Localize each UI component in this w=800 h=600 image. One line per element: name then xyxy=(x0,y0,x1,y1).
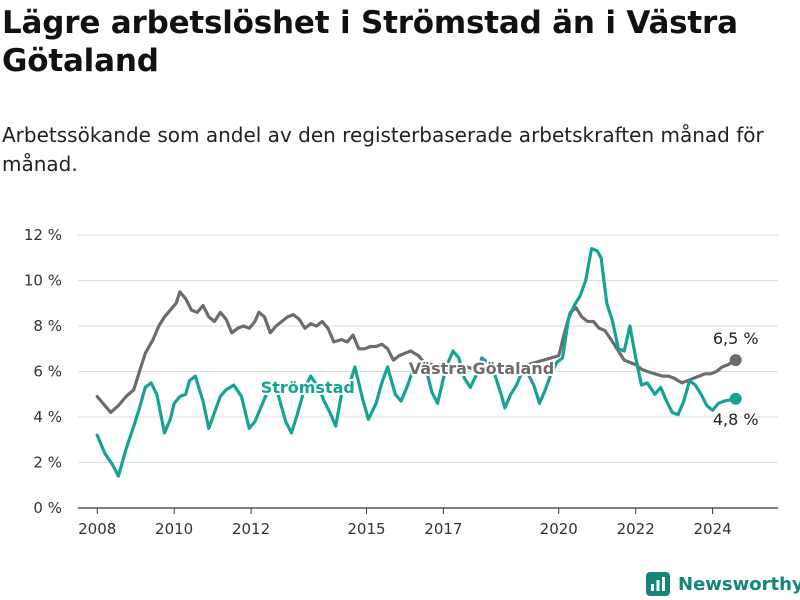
x-tick-label: 2020 xyxy=(540,520,578,538)
series-line-stromstad xyxy=(95,247,738,478)
x-tick-label: 2010 xyxy=(155,520,193,538)
end-label-stromstad: 4,8 % xyxy=(713,410,759,429)
series-labels: Strömstad Västra Götaland 6,5 % 4,8 % xyxy=(259,328,760,431)
newsworthy-logo: Newsworthy xyxy=(646,570,800,598)
chart-subtitle: Arbetssökande som andel av den registerb… xyxy=(2,123,764,176)
series-label-stromstad: Strömstad xyxy=(261,378,355,397)
brand-name: Newsworthy xyxy=(678,573,800,595)
series-line-vastra-gotaland xyxy=(95,290,738,414)
end-point-stromstad xyxy=(729,392,742,405)
chart-title: Lägre arbetslöshet i Strömstad än i Väst… xyxy=(2,5,738,79)
x-tick-label: 2008 xyxy=(78,520,116,538)
newsworthy-icon xyxy=(646,572,670,596)
x-tick-label: 2017 xyxy=(424,520,462,538)
y-tick-label: 12 % xyxy=(24,226,62,244)
y-tick-label: 4 % xyxy=(33,408,62,426)
end-point-vastra-gotaland xyxy=(729,354,742,367)
grid-lines xyxy=(78,234,778,509)
end-label-vastra-gotaland: 6,5 % xyxy=(713,329,759,348)
y-tick-label: 10 % xyxy=(24,272,62,290)
y-tick-label: 6 % xyxy=(33,363,62,381)
axes: 0 % 2 % 4 % 6 % 8 % 10 % 12 % 2008 2010 2012 2015 2… xyxy=(24,226,732,538)
y-tick-label: 0 % xyxy=(33,499,62,517)
series-lines xyxy=(95,247,742,478)
series-label-vastra-gotaland: Västra Götaland xyxy=(409,359,554,378)
x-tick-label: 2024 xyxy=(694,520,732,538)
y-tick-label: 2 % xyxy=(33,454,62,472)
x-tick-label: 2022 xyxy=(617,520,655,538)
x-tick-label: 2015 xyxy=(347,520,385,538)
y-tick-label: 8 % xyxy=(33,317,62,335)
x-tick-label: 2012 xyxy=(232,520,270,538)
